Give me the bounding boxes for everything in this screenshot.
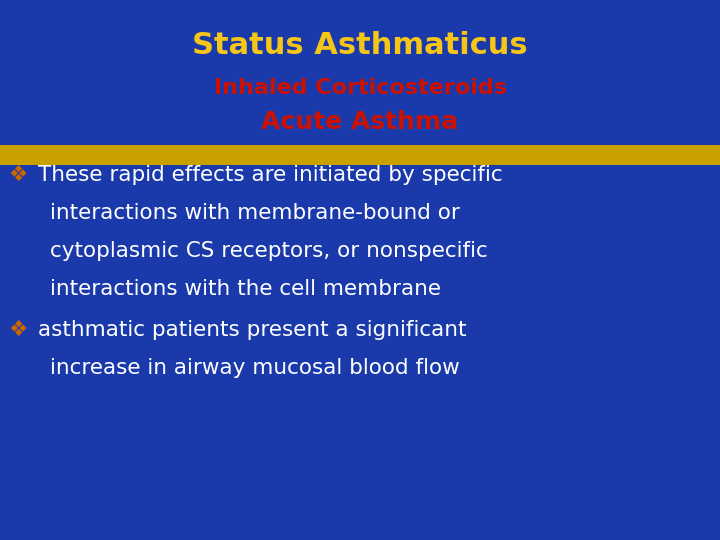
Text: Acute Asthma: Acute Asthma: [261, 110, 459, 134]
Text: Status Asthmaticus: Status Asthmaticus: [192, 30, 528, 59]
Text: Inhaled Corticosteroids: Inhaled Corticosteroids: [214, 78, 506, 98]
Bar: [0, 145, 720, 165]
Text: increase in airway mucosal blood flow: increase in airway mucosal blood flow: [50, 358, 460, 378]
Text: asthmatic patients present a significant: asthmatic patients present a significant: [38, 320, 467, 340]
Text: interactions with membrane-bound or: interactions with membrane-bound or: [50, 203, 460, 223]
Text: ❖: ❖: [8, 165, 27, 185]
Text: cytoplasmic CS receptors, or nonspecific: cytoplasmic CS receptors, or nonspecific: [50, 241, 487, 261]
Text: These rapid effects are initiated by specific: These rapid effects are initiated by spe…: [38, 165, 503, 185]
Text: ❖: ❖: [8, 320, 27, 340]
Text: interactions with the cell membrane: interactions with the cell membrane: [50, 279, 441, 299]
